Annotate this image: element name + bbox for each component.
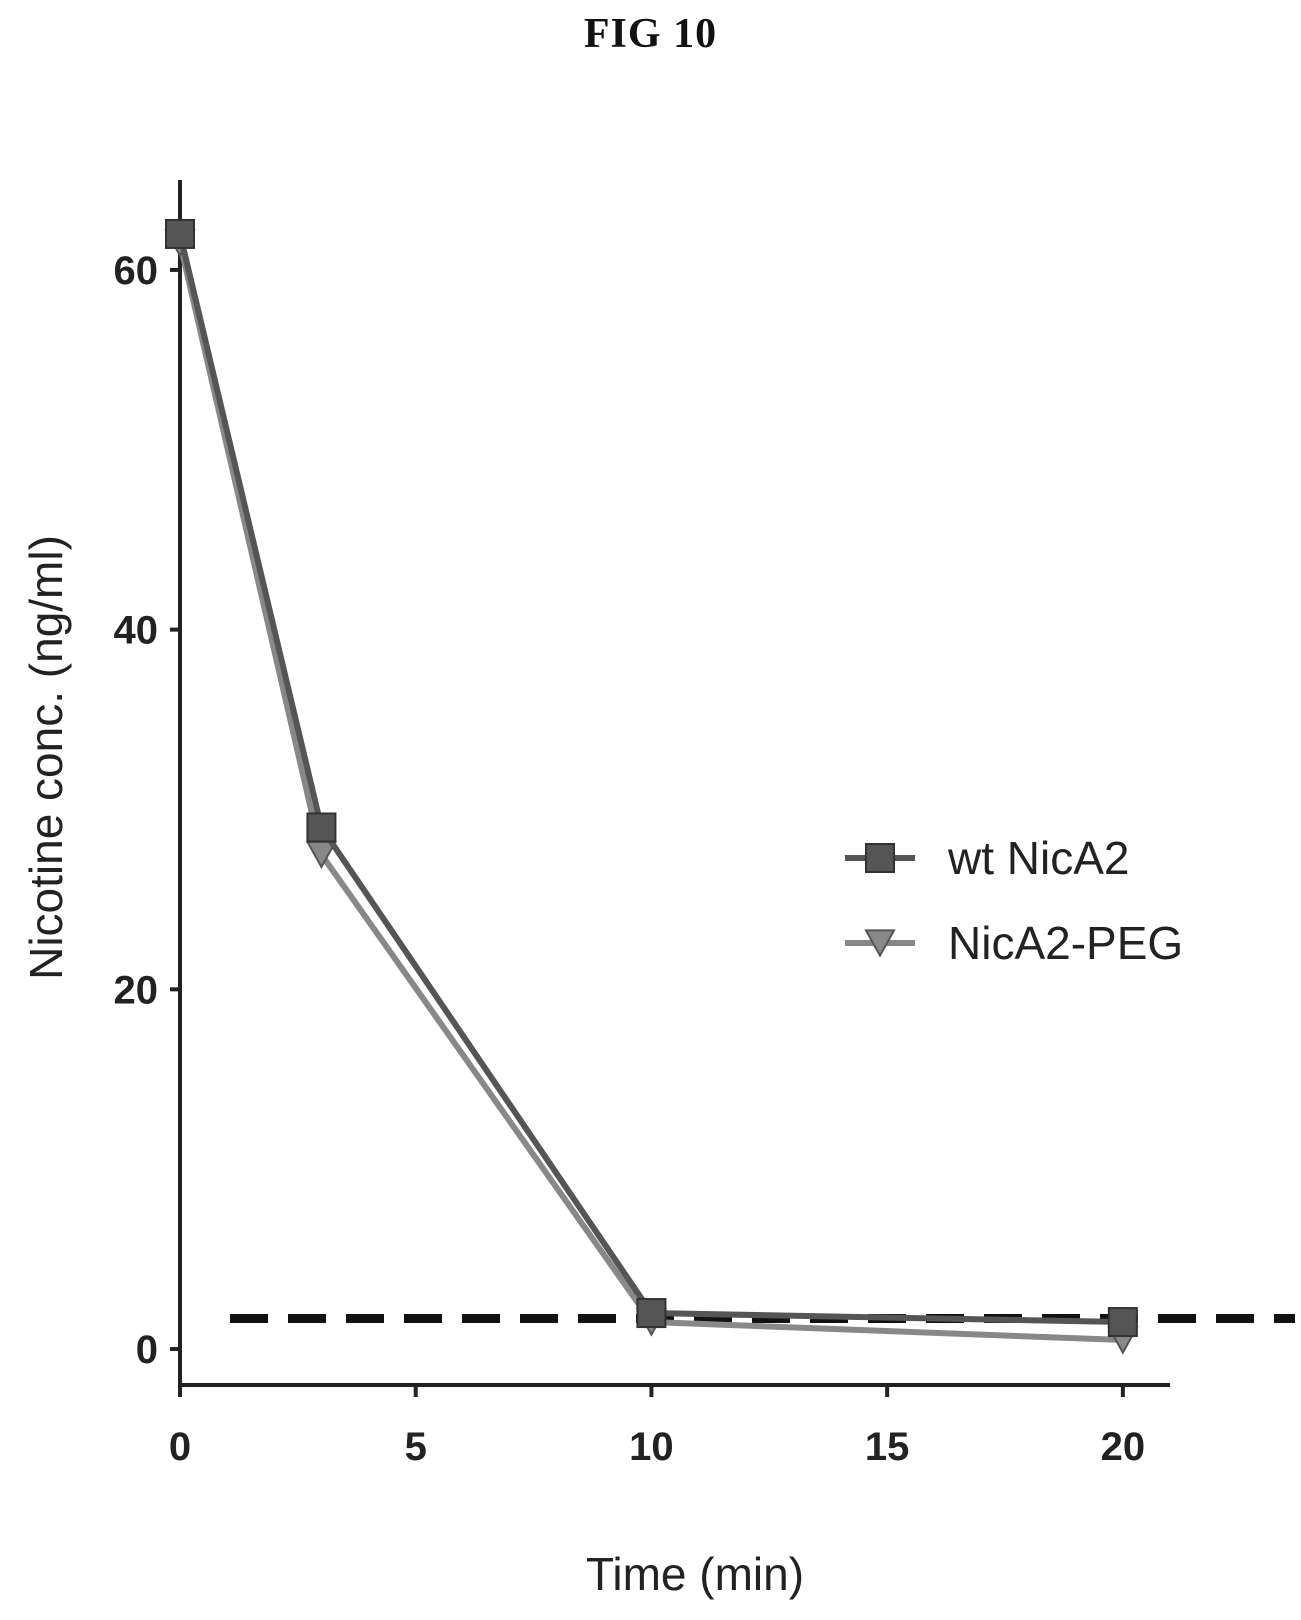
legend-label-wt: wt NicA2 xyxy=(947,832,1129,884)
series-line-peg xyxy=(177,242,1123,1344)
x-tick-label: 10 xyxy=(629,1425,674,1469)
legend-label-peg: NicA2-PEG xyxy=(948,917,1183,969)
x-tick-label: 5 xyxy=(405,1425,427,1469)
legend: wt NicA2 NicA2-PEG xyxy=(845,832,1183,969)
y-tick-label: 40 xyxy=(114,609,159,653)
data-point-wt xyxy=(1107,1307,1138,1338)
y-tick-label: 60 xyxy=(114,249,159,293)
series-line-wt xyxy=(177,233,1123,1326)
series-group xyxy=(164,218,1139,1355)
data-point-wt xyxy=(306,812,337,843)
data-point-wt xyxy=(636,1298,667,1329)
x-tick-label: 15 xyxy=(865,1425,910,1469)
x-axis-label: Time (min) xyxy=(586,1548,804,1600)
data-point-wt xyxy=(165,218,195,249)
legend-marker-peg xyxy=(864,929,896,958)
x-tick-label: 20 xyxy=(1101,1425,1146,1469)
legend-marker-wt xyxy=(865,843,895,873)
figure-title: FIG 10 xyxy=(583,11,718,57)
x-tick-label: 0 xyxy=(169,1425,191,1469)
y-tick-label: 0 xyxy=(136,1328,158,1372)
y-axis-label: Nicotine conc. (ng/ml) xyxy=(20,535,72,980)
y-tick-label: 20 xyxy=(114,968,159,1012)
chart-axes: 0 20 40 60 0 5 10 15 20 xyxy=(114,180,1170,1469)
